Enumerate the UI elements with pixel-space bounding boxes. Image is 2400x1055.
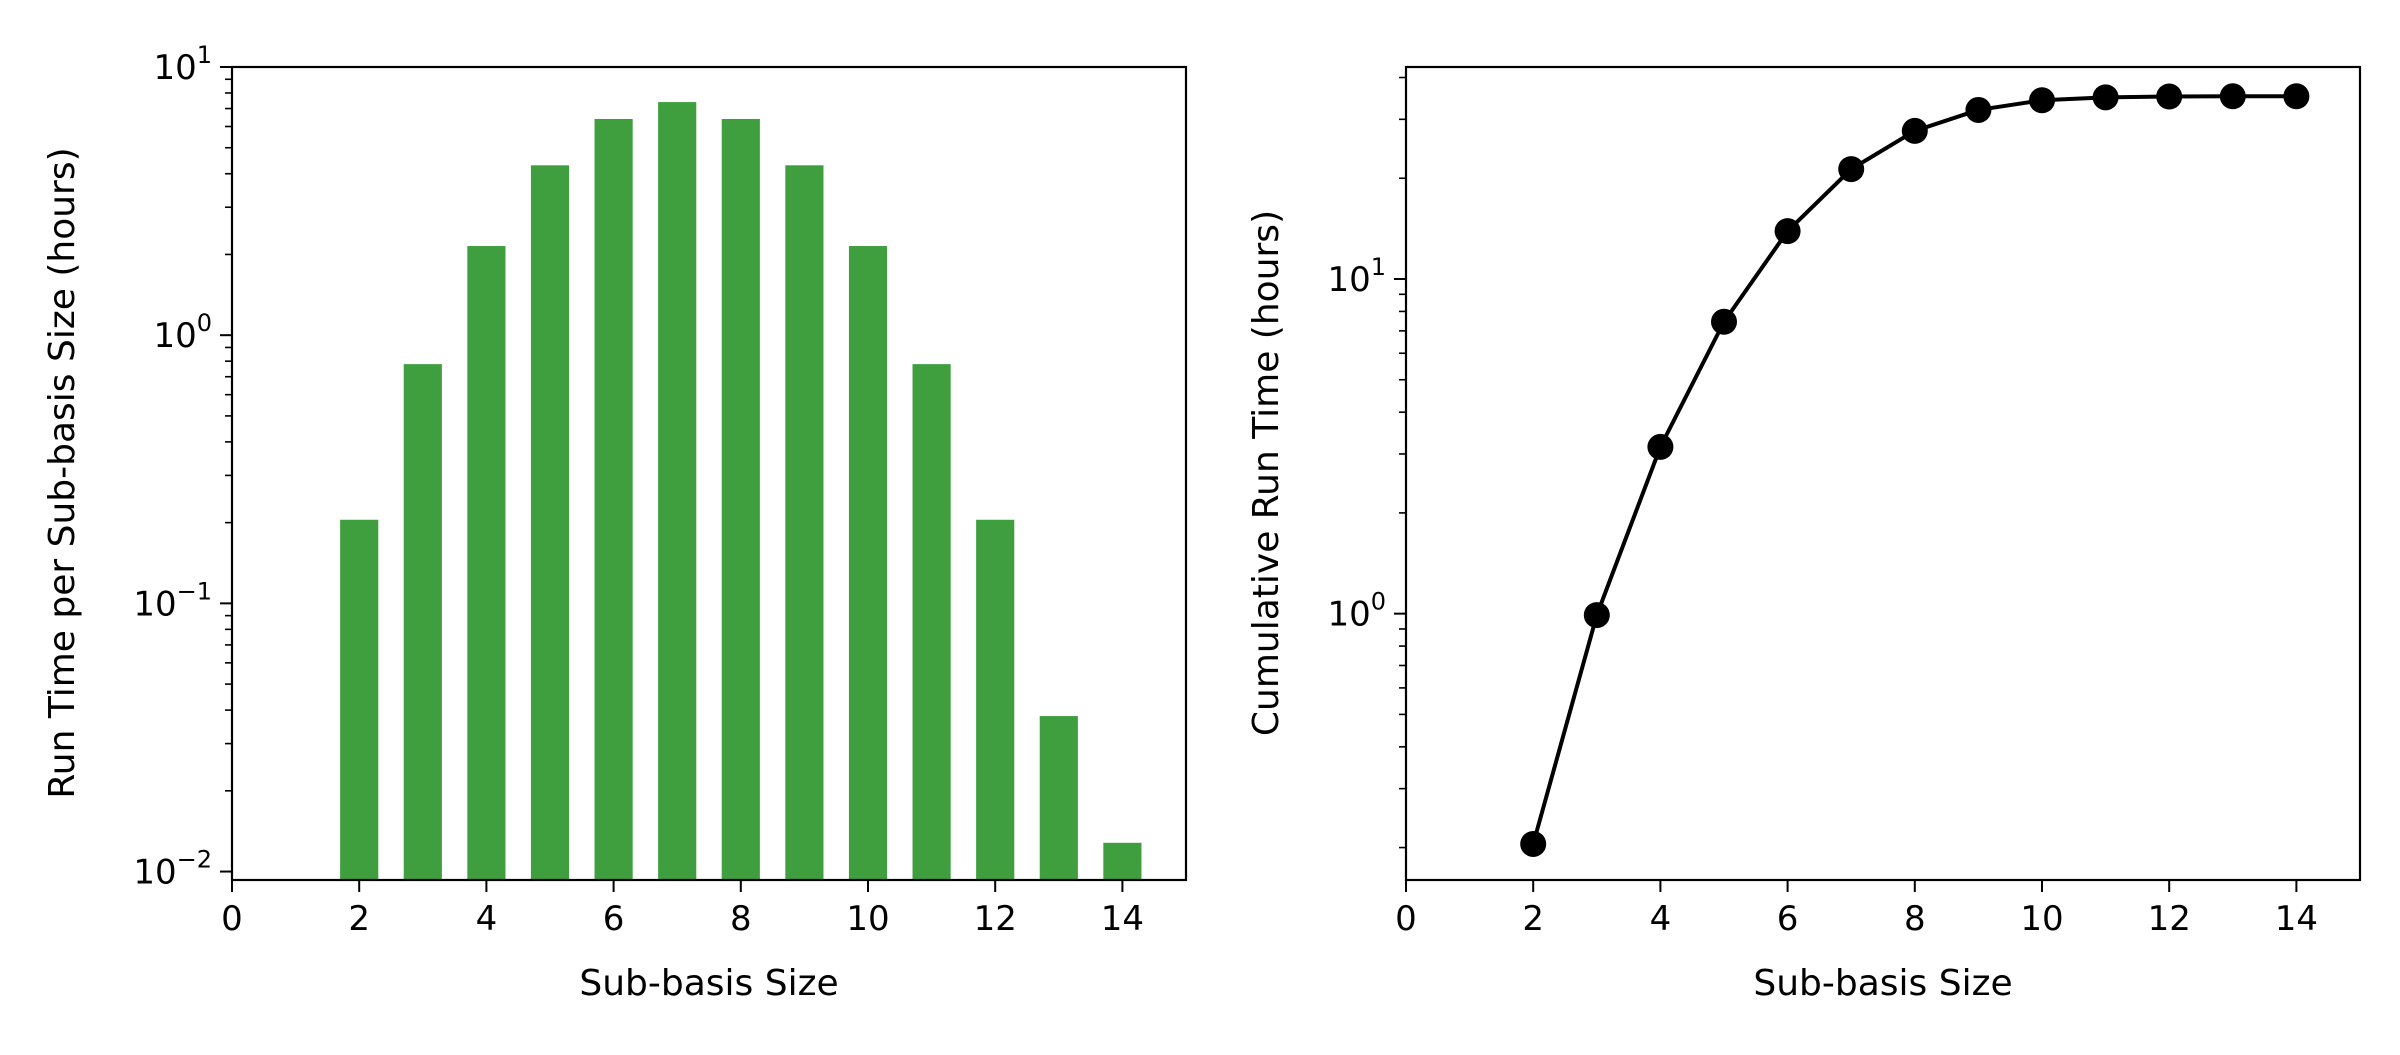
- bar: [785, 165, 824, 880]
- line-chart-y-axis-label: Cumulative Run Time (hours): [1246, 210, 1287, 736]
- x-tick-label: 12: [2148, 899, 2191, 939]
- data-point: [1583, 602, 1610, 629]
- x-tick-label: 6: [1777, 899, 1799, 939]
- y-tick-label: 101: [153, 41, 212, 88]
- y-tick-base: 10: [1327, 595, 1370, 635]
- bar: [403, 364, 442, 880]
- bar-chart-plot-area: [230, 65, 1188, 882]
- data-point: [2092, 84, 2119, 111]
- data-point: [1711, 308, 1737, 335]
- bar: [912, 364, 951, 880]
- x-tick-label: 2: [348, 899, 370, 939]
- bar-series: [340, 102, 1142, 881]
- y-tick-base: 10: [1327, 260, 1370, 300]
- y-tick-exponent: 0: [197, 309, 212, 337]
- bar-chart-y-axis-label: Run Time per Sub-basis Size (hours): [42, 147, 83, 798]
- y-tick-base: 10: [133, 853, 176, 893]
- y-tick-base: 10: [133, 584, 176, 624]
- x-tick-label: 6: [603, 899, 625, 939]
- bar: [1039, 716, 1078, 880]
- data-point: [2029, 87, 2055, 114]
- data-point: [2156, 83, 2183, 110]
- y-tick-label: 101: [1327, 253, 1386, 300]
- y-tick-label: 100: [153, 309, 212, 356]
- x-tick-label: 8: [1904, 899, 1926, 939]
- y-tick-exponent: −1: [177, 577, 212, 605]
- x-tick-label: 0: [1395, 899, 1417, 939]
- line-chart-x-ticks: 0 2 4 6 8 10 12 14: [1395, 880, 2318, 939]
- data-point: [1838, 156, 1865, 183]
- x-tick-label: 12: [974, 899, 1017, 939]
- bar: [1103, 842, 1142, 880]
- x-tick-label: 10: [2020, 899, 2063, 939]
- bar: [467, 246, 506, 880]
- y-tick-exponent: 0: [1371, 588, 1386, 616]
- x-tick-label: 0: [221, 899, 243, 939]
- bar: [976, 519, 1015, 880]
- data-point: [1520, 830, 1547, 857]
- bar: [594, 118, 633, 881]
- y-tick-label: 100: [1327, 588, 1386, 635]
- data-point: [1647, 433, 1674, 460]
- y-tick-label: 10−2: [133, 846, 212, 893]
- y-tick-exponent: −2: [177, 846, 212, 874]
- y-tick-base: 10: [153, 48, 196, 88]
- line-chart-plot-area: [1404, 65, 2362, 882]
- x-tick-label: 2: [1522, 899, 1544, 939]
- bar: [721, 118, 760, 881]
- y-tick-base: 10: [153, 316, 196, 356]
- data-point: [2283, 83, 2310, 110]
- x-tick-label: 8: [730, 899, 752, 939]
- x-tick-label: 4: [1650, 899, 1672, 939]
- bar-chart-x-axis-label: Sub-basis Size: [579, 963, 838, 1004]
- bar-chart-x-ticks: 0 2 4 6 8 10 12 14: [221, 880, 1144, 939]
- series-line: [1531, 94, 2297, 845]
- bar: [658, 102, 697, 881]
- data-point: [1774, 218, 1801, 245]
- data-point: [1965, 96, 1992, 123]
- data-point: [1901, 117, 1928, 144]
- y-tick-label: 10−1: [133, 577, 212, 624]
- y-tick-exponent: 1: [197, 41, 212, 69]
- x-tick-label: 4: [476, 899, 498, 939]
- bar: [530, 165, 570, 880]
- data-point: [2219, 83, 2246, 110]
- y-tick-exponent: 1: [1371, 253, 1386, 281]
- x-tick-label: 14: [1101, 899, 1144, 939]
- x-tick-label: 10: [846, 899, 889, 939]
- bar: [848, 246, 888, 880]
- x-tick-label: 14: [2275, 899, 2318, 939]
- bar: [340, 519, 379, 880]
- line-chart-x-axis-label: Sub-basis Size: [1753, 963, 2012, 1004]
- line-series: [1520, 83, 2310, 857]
